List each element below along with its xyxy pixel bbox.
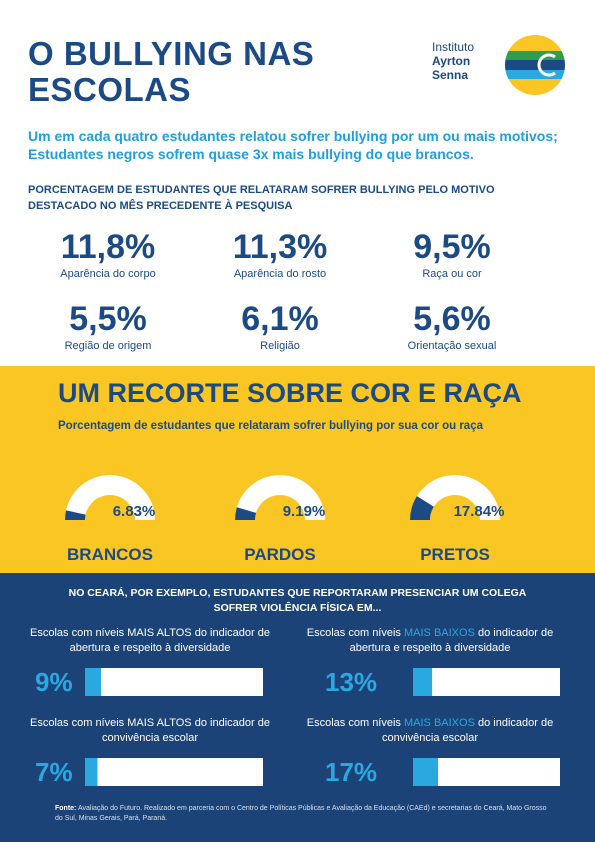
stat: 5,6% Orientação sexual [372, 300, 532, 352]
race-title: UM RECORTE SOBRE COR E RAÇA [58, 378, 522, 408]
caption-highlight: MAIS BAIXOS [404, 627, 475, 639]
bar-caption: Escolas com níveis MAIS BAIXOS do indica… [300, 626, 560, 656]
bar-track [85, 668, 263, 696]
bar-value-label: 7% [35, 757, 73, 787]
stat: 11,8% Aparência do corpo [28, 228, 188, 280]
category-label: BRANCOS [67, 545, 153, 564]
stat-value: 9,5% [413, 228, 491, 266]
stat-value: 5,6% [413, 300, 491, 338]
caption-text: do indicador de abertura e respeito à di… [349, 627, 554, 654]
category-label: PRETOS [420, 545, 490, 564]
caption-text: do indicador de convivência escolar [102, 717, 270, 744]
footnote-label: Fonte: [55, 805, 77, 812]
bar [413, 758, 438, 786]
bar [413, 668, 433, 696]
race-subtitle: Porcentagem de estudantes que relataram … [58, 420, 483, 432]
caption-text: do indicador de convivência escolar [382, 717, 554, 744]
gauge-label: 6.83% [113, 503, 156, 520]
stat-value: 11,3% [232, 228, 328, 266]
ceara-band [0, 573, 595, 842]
bar-value-label: 9% [35, 667, 73, 697]
caption-highlight: MAIS ALTOS [127, 627, 192, 639]
gauge-track [235, 475, 325, 520]
race-band [0, 366, 595, 573]
gauge-fill [410, 496, 434, 520]
stat: 6,1% Religião [200, 300, 360, 352]
caption-text: Escolas com níveis [30, 717, 125, 729]
logo-line: Ayrton [432, 54, 471, 68]
bar-caption: Escolas com níveis MAIS ALTOS do indicad… [20, 716, 280, 746]
bar-track [413, 668, 560, 696]
title: O BULLYING NAS ESCOLAS [28, 35, 315, 108]
bar [85, 758, 98, 786]
caption-text: Escolas com níveis [306, 627, 401, 639]
logo-mark [505, 35, 565, 95]
caption-highlight: MAIS BAIXOS [404, 717, 475, 729]
stat-value: 6,1% [241, 300, 319, 338]
stat-label: Aparência do corpo [60, 268, 156, 280]
bar-value-label: 13% [325, 667, 377, 697]
stat-label: Região de origem [64, 340, 152, 352]
stat-label: Orientação sexual [407, 340, 497, 352]
bar-value-label: 17% [325, 757, 377, 787]
gauge-fill [65, 510, 86, 520]
bar-caption: Escolas com níveis MAIS ALTOS do indicad… [20, 626, 280, 656]
stat-value: 5,5% [69, 300, 147, 338]
gauge-fill [235, 507, 257, 520]
caption-text: Escolas com níveis [306, 717, 401, 729]
logo-text: Instituto Ayrton Senna [432, 40, 474, 82]
stat: 5,5% Região de origem [28, 300, 188, 352]
gauge-label: 17.84% [454, 503, 505, 520]
stat-label: Raça ou cor [422, 268, 482, 280]
bar [85, 668, 102, 696]
stat-label: Aparência do rosto [233, 268, 327, 280]
caption-text: do indicador de abertura e respeito à di… [69, 627, 270, 654]
stats-heading: PORCENTAGEM DE ESTUDANTES QUE RELATARAM … [28, 184, 495, 212]
ceara-heading: NO CEARÁ, POR EXEMPLO, ESTUDANTES QUE RE… [68, 587, 527, 614]
gauge-track [65, 475, 155, 520]
category-label: PARDOS [244, 545, 315, 564]
bar-caption: Escolas com níveis MAIS BAIXOS do indica… [300, 716, 560, 746]
stat-value: 11,8% [60, 228, 156, 266]
stat: 11,3% Aparência do rosto [200, 228, 360, 280]
footnote: Fonte: Avaliação do Futuro. Realizado em… [55, 804, 555, 824]
subtitle: Um em cada quatro estudantes relatou sof… [28, 128, 558, 162]
caption-highlight: MAIS ALTOS [127, 717, 192, 729]
caption-text: Escolas com níveis [30, 627, 125, 639]
bar-track [85, 758, 263, 786]
stat: 9,5% Raça ou cor [372, 228, 532, 280]
logo-line: Senna [432, 68, 469, 82]
stat-label: Religião [260, 340, 300, 352]
gauge-label: 9.19% [283, 503, 326, 520]
footnote-text: Avaliação do Futuro. Realizado em parcer… [55, 805, 547, 822]
logo-line: Instituto [432, 40, 475, 54]
